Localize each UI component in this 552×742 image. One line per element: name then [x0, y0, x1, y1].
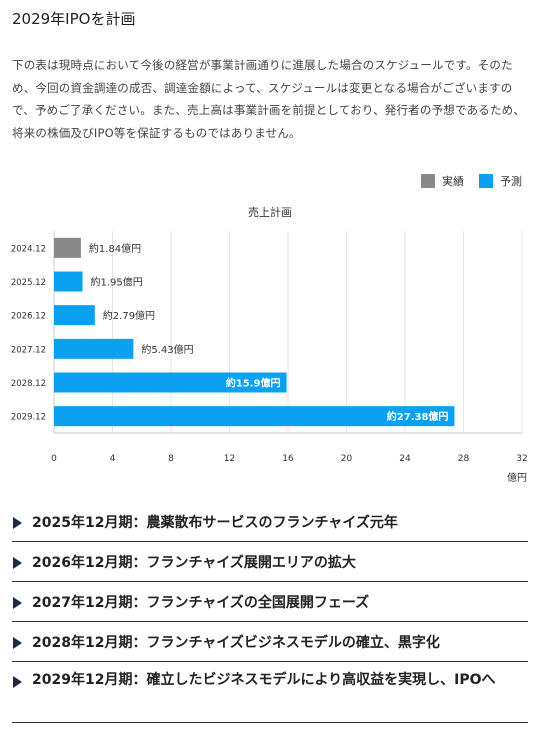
x-tick-label: 0: [51, 454, 57, 464]
x-tick-label: 24: [399, 454, 411, 464]
y-category-label: 2027.12: [11, 345, 46, 355]
y-category-label: 2026.12: [11, 312, 46, 322]
x-tick-label: 12: [224, 454, 235, 464]
accordion-item-2025[interactable]: 2025年12月期：農薬散布サービスのフランチャイズ元年: [12, 505, 528, 542]
legend-label-actual: 実績: [442, 175, 464, 188]
bar-value-label: 約15.9億円: [226, 377, 281, 390]
chart-grid: [53, 231, 523, 434]
legend-swatch-forecast: [479, 174, 493, 188]
description-text: 下の表は現時点において今後の経営が事業計画通りに進展した場合のスケジュールです。…: [12, 58, 526, 140]
bar-value-label: 約2.79億円: [103, 309, 155, 322]
accordion-label: 2028年12月期：フランチャイズビジネスモデルの確立、黒字化: [32, 635, 440, 651]
accordion-item-2027[interactable]: 2027年12月期：フランチャイズの全国展開フェーズ: [12, 585, 528, 622]
legend-item-forecast[interactable]: 予測: [479, 172, 522, 190]
legend-label-forecast: 予測: [500, 175, 522, 188]
x-tick-label: 4: [110, 454, 116, 464]
bar-value-label: 約1.95億円: [91, 276, 143, 289]
bar-value-label: 約1.84億円: [89, 242, 141, 255]
accordion-label: 2027年12月期：フランチャイズの全国展開フェーズ: [32, 595, 370, 611]
x-tick-label: 32: [516, 454, 527, 464]
bar[interactable]: [54, 305, 95, 326]
legend-swatch-actual: [421, 174, 435, 188]
x-tick-label: 20: [341, 454, 353, 464]
chart-title: 売上計画: [248, 205, 292, 219]
accordion-label: 2025年12月期：農薬散布サービスのフランチャイズ元年: [32, 515, 398, 531]
accordion-item-2029[interactable]: 2029年12月期：確立したビジネスモデルにより高収益を実現し、IPOへ: [12, 665, 528, 723]
x-tick-label: 28: [458, 454, 470, 464]
caret-right-icon: [13, 517, 22, 529]
y-category-label: 2025.12: [11, 278, 46, 288]
bar[interactable]: [54, 271, 83, 292]
y-category-label: 2024.12: [11, 244, 46, 254]
bar[interactable]: [54, 372, 287, 393]
x-tick-label: 8: [168, 454, 174, 464]
accordion-item-2026[interactable]: 2026年12月期：フランチャイズ展開エリアの拡大: [12, 545, 528, 582]
x-axis-label: 億円: [507, 471, 527, 484]
accordion-item-2028[interactable]: 2028年12月期：フランチャイズビジネスモデルの確立、黒字化: [12, 625, 528, 662]
accordion-label: 2029年12月期：確立したビジネスモデルにより高収益を実現し、IPOへ: [32, 672, 496, 688]
y-category-label: 2029.12: [11, 413, 46, 423]
caret-right-icon: [13, 557, 22, 569]
bar-value-label: 約5.43億円: [141, 343, 193, 356]
bar[interactable]: [54, 406, 455, 427]
caret-right-icon: [13, 597, 22, 609]
chart-legend: 実績 予測: [421, 172, 531, 190]
bar[interactable]: [54, 237, 81, 258]
bar[interactable]: [54, 338, 134, 359]
page-title: 2029年IPOを計画: [12, 10, 136, 28]
x-axis-ticks: 0 4 8 12 16 20 24 28 32: [51, 454, 528, 464]
bar-value-label: 約27.38億円: [387, 410, 449, 423]
caret-right-icon: [13, 676, 22, 688]
accordion-label: 2026年12月期：フランチャイズ展開エリアの拡大: [32, 555, 356, 571]
y-category-label: 2028.12: [11, 379, 46, 389]
bar-chart: 売上計画 2024.12 約1.84億円 2025.12 約1.95億円 2026.12…: [11, 205, 528, 484]
legend-item-actual[interactable]: 実績: [421, 172, 464, 190]
caret-right-icon: [13, 637, 22, 649]
chart-bars: 2024.12 約1.84億円 2025.12 約1.95億円 2026.12 約2.79…: [11, 237, 455, 427]
x-tick-label: 16: [282, 454, 294, 464]
